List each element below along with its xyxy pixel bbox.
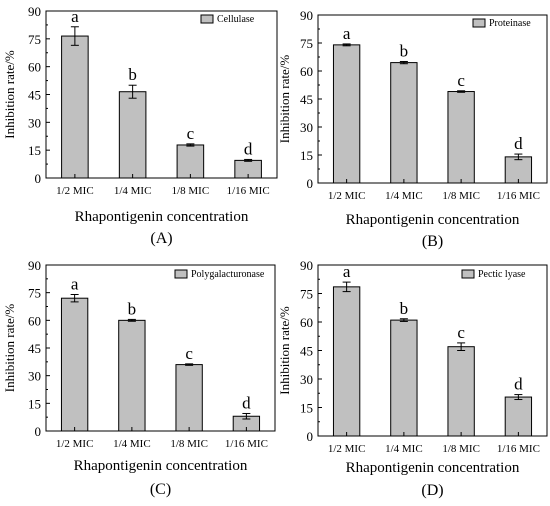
- y-tick-label: 75: [300, 36, 313, 51]
- legend-label: Cellulase: [217, 14, 255, 25]
- x-tick-label: 1/16 MIC: [497, 190, 540, 202]
- significance-letter: c: [457, 323, 465, 342]
- panel-a: 0 15 30 45 60 75 90 Inhibition rate/% a 1/2 MIC b 1…: [2, 4, 278, 247]
- legend-label: Proteinase: [489, 18, 531, 29]
- panel-label: (D): [421, 482, 443, 499]
- bar: [447, 346, 475, 437]
- y-tick-label: 60: [300, 64, 313, 79]
- significance-letter: b: [128, 65, 137, 84]
- x-tick-label: 1/8 MIC: [442, 443, 480, 455]
- y-tick-label: 90: [300, 258, 313, 273]
- bar: [61, 35, 89, 179]
- significance-letter: b: [128, 299, 137, 318]
- y-tick-label: 30: [300, 120, 313, 135]
- y-tick-label: 0: [35, 424, 42, 439]
- panel-c: 0 15 30 45 60 75 90 Inhibition rate/% a 1/2 MIC b 1…: [2, 258, 276, 498]
- panel-d: 0 15 30 45 60 75 90 Inhibition rate/% a 1/2 MIC b 1…: [277, 258, 548, 499]
- x-tick-label: 1/4 MIC: [385, 190, 423, 202]
- y-tick-label: 45: [300, 344, 313, 359]
- y-tick-label: 15: [300, 401, 313, 416]
- y-tick-label: 15: [28, 396, 41, 411]
- bar: [332, 286, 361, 437]
- x-tick-label: 1/8 MIC: [170, 438, 208, 450]
- bar: [390, 319, 418, 437]
- y-tick-label: 90: [28, 4, 41, 19]
- y-axis-label: Inhibition rate/%: [277, 55, 292, 144]
- significance-letter: d: [514, 134, 523, 153]
- y-tick-label: 60: [28, 313, 41, 328]
- x-tick-label: 1/16 MIC: [497, 443, 540, 455]
- significance-letter: c: [187, 124, 195, 143]
- x-tick-label: 1/4 MIC: [385, 443, 423, 455]
- bar: [118, 319, 146, 432]
- legend-swatch: [461, 269, 475, 279]
- panel-label: (B): [422, 233, 443, 250]
- bar: [447, 91, 475, 184]
- y-tick-label: 60: [28, 60, 41, 75]
- y-tick-label: 15: [300, 148, 313, 163]
- bar: [175, 364, 203, 432]
- panel-label: (C): [150, 481, 171, 498]
- x-tick-label: 1/2 MIC: [56, 438, 94, 450]
- y-tick-label: 75: [28, 32, 41, 47]
- significance-letter: a: [71, 7, 79, 26]
- y-axis-label: Inhibition rate/%: [277, 306, 292, 395]
- x-tick-label: 1/8 MIC: [442, 190, 480, 202]
- x-tick-label: 1/4 MIC: [114, 185, 152, 197]
- legend-swatch: [472, 18, 486, 28]
- x-axis-label: Rhapontigenin concentration: [346, 460, 520, 476]
- y-tick-label: 15: [28, 143, 41, 158]
- x-tick-label: 1/8 MIC: [172, 185, 210, 197]
- x-tick-label: 1/2 MIC: [56, 185, 94, 197]
- legend-swatch: [174, 269, 188, 279]
- y-tick-label: 0: [307, 429, 314, 444]
- significance-letter: d: [514, 375, 523, 394]
- y-axis-label: Inhibition rate/%: [2, 304, 17, 393]
- y-tick-label: 45: [28, 88, 41, 103]
- x-tick-label: 1/2 MIC: [328, 443, 366, 455]
- x-tick-label: 1/2 MIC: [328, 190, 366, 202]
- significance-letter: c: [185, 344, 193, 363]
- significance-letter: a: [71, 275, 79, 294]
- bar: [118, 91, 147, 179]
- bar: [60, 297, 89, 432]
- y-tick-label: 30: [28, 369, 41, 384]
- bar: [504, 156, 533, 184]
- x-tick-label: 1/16 MIC: [225, 438, 268, 450]
- y-tick-label: 45: [28, 341, 41, 356]
- significance-letter: d: [242, 393, 251, 412]
- significance-letter: b: [400, 299, 409, 318]
- x-axis-label: Rhapontigenin concentration: [75, 209, 249, 225]
- panel-b: 0 15 30 45 60 75 90 Inhibition rate/% a 1/2 MIC b 1…: [277, 8, 548, 250]
- significance-letter: b: [400, 41, 409, 60]
- significance-letter: c: [457, 71, 465, 90]
- legend-label: Polygalacturonase: [191, 269, 265, 280]
- y-tick-label: 30: [28, 115, 41, 130]
- y-tick-label: 60: [300, 315, 313, 330]
- significance-letter: a: [343, 262, 351, 281]
- x-tick-label: 1/16 MIC: [227, 185, 270, 197]
- y-tick-label: 45: [300, 92, 313, 107]
- x-tick-label: 1/4 MIC: [113, 438, 151, 450]
- y-axis-label: Inhibition rate/%: [2, 50, 17, 139]
- bar: [176, 144, 205, 179]
- y-tick-label: 90: [28, 258, 41, 273]
- y-tick-label: 0: [35, 171, 42, 186]
- panel-label: (A): [150, 230, 172, 247]
- bar: [504, 396, 533, 437]
- y-tick-label: 75: [28, 286, 41, 301]
- legend-swatch: [200, 14, 214, 24]
- y-tick-label: 75: [300, 287, 313, 302]
- y-tick-label: 0: [307, 176, 314, 191]
- y-tick-label: 90: [300, 8, 313, 23]
- bar: [332, 44, 361, 184]
- y-tick-label: 30: [300, 372, 313, 387]
- bar: [390, 62, 418, 184]
- x-axis-label: Rhapontigenin concentration: [74, 458, 248, 474]
- significance-letter: d: [244, 139, 253, 158]
- legend-label: Pectic lyase: [478, 269, 526, 280]
- significance-letter: a: [343, 24, 351, 43]
- x-axis-label: Rhapontigenin concentration: [346, 212, 520, 228]
